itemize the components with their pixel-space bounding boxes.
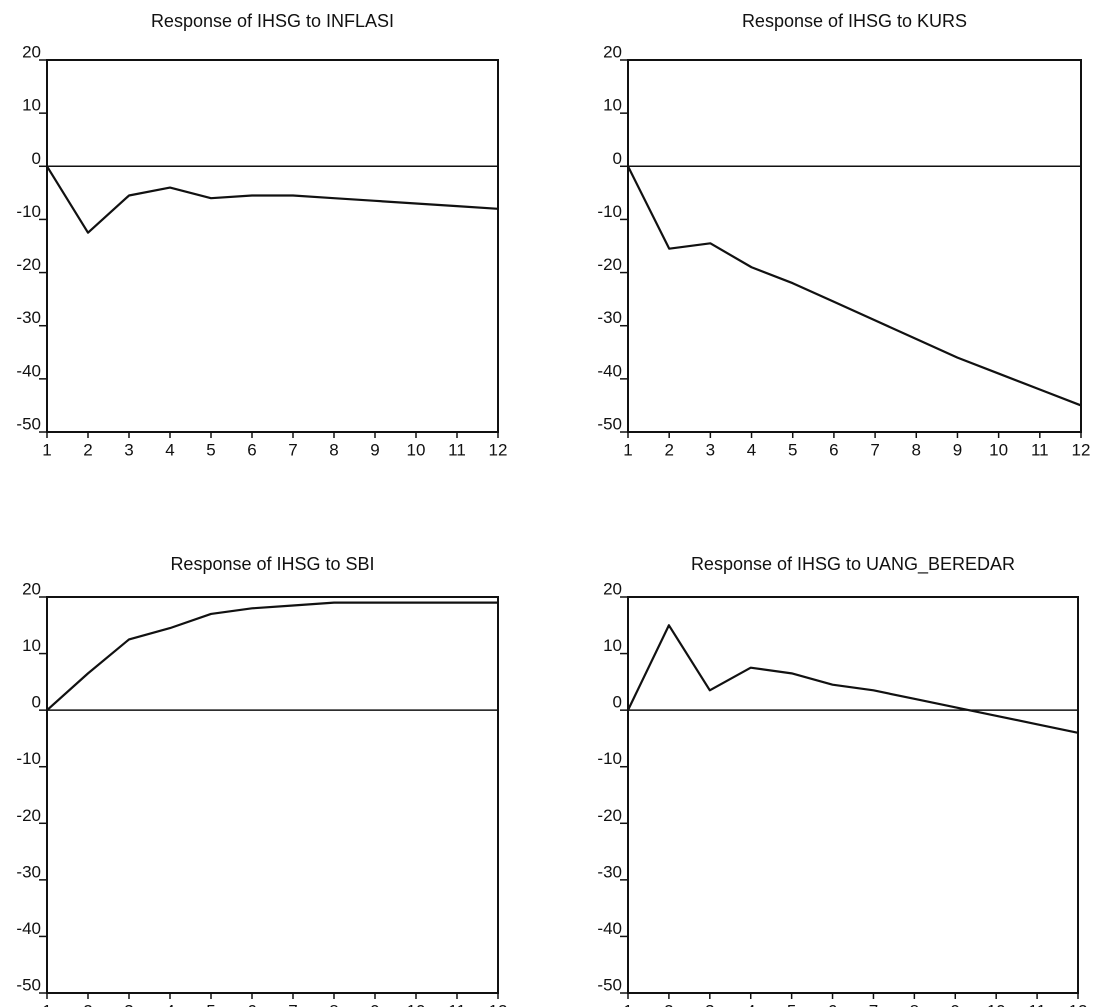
x-tick-label: 8 [912,440,921,459]
x-tick-label: 9 [370,440,379,459]
y-tick-label: -30 [597,308,622,327]
x-tick-label: 7 [288,440,297,459]
x-tick-label: 10 [989,440,1008,459]
y-tick-label: 10 [603,636,622,655]
x-tick-label: 6 [829,440,838,459]
x-tick-label: 2 [664,440,673,459]
x-tick-label: 1 [623,440,632,459]
y-tick-label: 20 [603,579,622,598]
x-tick-label: 12 [1069,1001,1088,1007]
y-tick-label: -20 [597,806,622,825]
x-tick-label: 7 [288,1001,297,1007]
y-tick-label: -30 [16,862,41,881]
plot-frame [46,596,499,994]
x-tick-label: 4 [746,1001,755,1007]
x-tick-label: 6 [828,1001,837,1007]
x-tick-label: 6 [247,440,256,459]
y-tick-label: -10 [597,202,622,221]
plot-frame [627,596,1079,994]
x-tick-label: 11 [448,440,466,459]
x-tick-label: 9 [370,1001,379,1007]
y-tick-label: -20 [16,255,41,274]
y-tick-label: 0 [32,149,41,168]
x-tick-label: 10 [987,1001,1006,1007]
x-tick-label: 11 [1031,440,1049,459]
x-tick-label: 2 [83,440,92,459]
x-tick-label: 7 [870,440,879,459]
y-tick-label: -40 [597,919,622,938]
x-tick-label: 6 [247,1001,256,1007]
x-tick-label: 8 [329,440,338,459]
y-tick-label: -10 [16,749,41,768]
x-tick-label: 1 [42,440,51,459]
y-tick-label: -10 [16,202,41,221]
x-tick-label: 12 [1072,440,1091,459]
y-tick-label: 0 [32,693,41,712]
chart-title: Response of IHSG to UANG_BEREDAR [691,554,1015,575]
y-tick-label: -50 [16,414,41,433]
response-line [627,624,1079,734]
y-tick-label: -20 [16,806,41,825]
x-tick-label: 12 [489,440,508,459]
x-tick-label: 12 [489,1001,508,1007]
x-tick-label: 11 [448,1001,466,1007]
y-tick-label: 10 [22,96,41,115]
response-line [627,165,1082,407]
x-tick-label: 3 [705,1001,714,1007]
x-tick-label: 7 [869,1001,878,1007]
y-tick-label: 20 [22,42,41,61]
y-tick-label: -40 [597,361,622,380]
x-tick-label: 5 [206,1001,215,1007]
x-tick-label: 3 [706,440,715,459]
chart-title: Response of IHSG to KURS [742,11,967,31]
y-tick-label: 20 [603,42,622,61]
x-tick-label: 1 [42,1001,51,1007]
y-tick-label: -50 [16,975,41,994]
y-tick-label: 10 [603,96,622,115]
y-tick-label: -20 [597,255,622,274]
x-tick-label: 9 [953,440,962,459]
response-line [46,601,498,711]
plot-frame [627,59,1082,433]
x-tick-label: 9 [951,1001,960,1007]
chart-title: Response of IHSG to INFLASI [151,11,394,31]
x-tick-label: 5 [787,1001,796,1007]
x-tick-label: 3 [124,440,133,459]
y-tick-label: 10 [22,636,41,655]
y-tick-label: 0 [613,149,622,168]
y-tick-label: -40 [16,361,41,380]
x-tick-label: 4 [747,440,756,459]
x-tick-label: 10 [407,440,426,459]
chart-title: Response of IHSG to SBI [170,554,374,574]
y-tick-label: -50 [597,414,622,433]
response-line [46,165,499,234]
y-tick-label: -30 [597,862,622,881]
x-tick-label: 8 [329,1001,338,1007]
x-tick-label: 8 [910,1001,919,1007]
y-tick-label: -10 [597,749,622,768]
x-tick-label: 5 [788,440,797,459]
x-tick-label: 10 [407,1001,426,1007]
y-tick-label: 20 [22,579,41,598]
x-tick-label: 1 [623,1001,632,1007]
plot-frame [46,59,499,433]
x-tick-label: 2 [83,1001,92,1007]
x-tick-label: 3 [124,1001,133,1007]
y-tick-label: -30 [16,308,41,327]
x-tick-label: 11 [1028,1001,1046,1007]
y-tick-label: -40 [16,919,41,938]
x-tick-label: 5 [206,440,215,459]
y-tick-label: 0 [613,693,622,712]
y-tick-label: -50 [597,975,622,994]
x-tick-label: 4 [165,1001,174,1007]
x-tick-label: 4 [165,440,174,459]
x-tick-label: 2 [664,1001,673,1007]
